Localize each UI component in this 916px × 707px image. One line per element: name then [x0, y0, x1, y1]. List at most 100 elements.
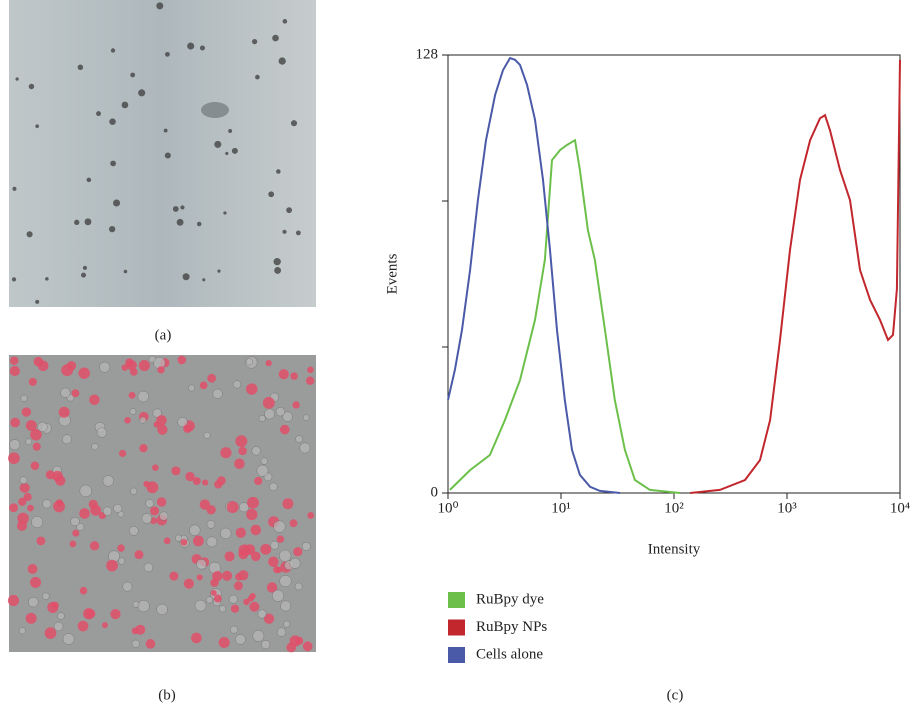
cell [27, 504, 34, 512]
cell [192, 535, 204, 547]
cell [18, 497, 27, 506]
cell [28, 596, 39, 608]
cell [203, 431, 211, 439]
cell [57, 612, 65, 620]
cell [257, 609, 267, 619]
cell [182, 273, 190, 281]
cell [270, 540, 279, 550]
cell [226, 501, 239, 514]
cell [99, 361, 111, 373]
cell [44, 627, 57, 640]
cell [88, 499, 98, 509]
cell [228, 129, 233, 133]
cell [235, 634, 246, 645]
cell [61, 434, 72, 445]
cell [299, 442, 311, 454]
cell [9, 503, 19, 513]
cell [212, 571, 223, 582]
series-line [449, 138, 681, 494]
micrograph-a [9, 0, 316, 307]
cell [113, 503, 123, 513]
panel-label: (c) [667, 687, 684, 703]
x-axis-label: Intensity [648, 541, 701, 557]
cell [165, 51, 170, 57]
legend-label: RuBpy dye [476, 591, 544, 607]
cell [249, 592, 256, 600]
cell [82, 265, 87, 270]
cell [238, 446, 247, 456]
cell [77, 620, 89, 632]
cell [262, 397, 275, 409]
x-tick-label: 10¹ [551, 500, 571, 516]
cell [279, 424, 290, 435]
cell [289, 635, 301, 647]
cell [274, 266, 282, 274]
cell [32, 442, 41, 451]
cell [53, 621, 64, 632]
cell [218, 636, 230, 649]
cell [74, 219, 80, 226]
cell [286, 207, 293, 214]
cell [42, 499, 52, 509]
cell [282, 411, 293, 422]
cell [302, 641, 313, 652]
cell [263, 613, 275, 624]
cell [121, 364, 129, 371]
cell [172, 206, 179, 212]
cell [290, 372, 298, 380]
cell [164, 152, 171, 159]
cell [220, 527, 232, 540]
cell [225, 151, 229, 156]
cell [156, 603, 168, 616]
cell [246, 508, 258, 521]
cell [79, 508, 90, 519]
cell [196, 221, 202, 227]
cell [289, 557, 301, 569]
cell [217, 269, 221, 273]
cell [12, 186, 17, 191]
cell [119, 449, 127, 458]
cell [37, 360, 49, 372]
cell [58, 406, 70, 418]
cell [292, 401, 300, 409]
cell [212, 388, 223, 399]
cell [131, 639, 140, 648]
legend-swatch [448, 647, 465, 663]
cell [91, 443, 99, 451]
cell [307, 512, 315, 519]
cell [28, 83, 35, 90]
cell [96, 427, 108, 438]
cell [96, 111, 101, 117]
y-tick-label: 0 [431, 484, 439, 500]
cell [283, 620, 291, 628]
cell [272, 34, 279, 42]
cell [278, 57, 286, 65]
cell [199, 499, 211, 510]
y-tick-label: 128 [416, 46, 439, 62]
cell [273, 520, 286, 533]
cell [122, 581, 133, 592]
cell [35, 299, 40, 304]
cell [194, 599, 207, 612]
cell [106, 559, 118, 572]
image-background [9, 0, 316, 307]
cell [141, 513, 153, 524]
cell [145, 639, 156, 649]
cell [307, 366, 314, 374]
x-tick-label: 10⁰ [437, 500, 458, 516]
cell [183, 578, 194, 589]
cell [231, 147, 238, 154]
cell [175, 534, 183, 542]
cell [230, 604, 240, 613]
cell [202, 479, 209, 486]
cell [138, 89, 146, 97]
cell [20, 394, 28, 402]
cell [206, 520, 216, 529]
cell [25, 612, 37, 624]
panel-label: (a) [155, 327, 172, 343]
cell [294, 582, 303, 591]
cell [278, 369, 289, 380]
series-line [690, 59, 901, 494]
cell [224, 551, 235, 562]
cell [268, 191, 275, 198]
